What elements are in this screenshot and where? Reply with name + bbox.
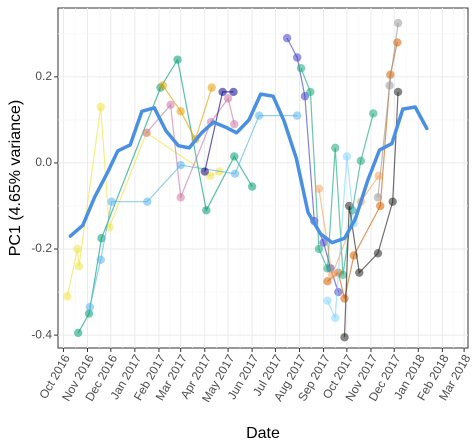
plot-panel	[57, 7, 469, 349]
data-point	[314, 244, 324, 254]
data-point	[369, 109, 378, 118]
data-point	[84, 309, 94, 318]
data-point	[63, 292, 72, 301]
series-6	[200, 87, 238, 176]
data-point	[230, 120, 239, 129]
data-point	[319, 238, 328, 247]
data-point	[373, 193, 383, 202]
data-point	[323, 296, 332, 305]
data-point	[229, 87, 238, 97]
data-point	[247, 182, 257, 191]
data-point	[73, 244, 82, 254]
data-point	[166, 100, 175, 110]
data-point	[73, 328, 83, 338]
data-point	[331, 313, 340, 323]
data-point	[327, 270, 337, 280]
data-point	[176, 193, 185, 202]
data-point	[323, 277, 332, 286]
data-point	[176, 160, 185, 170]
data-point	[230, 169, 240, 178]
data-point	[296, 64, 306, 73]
x-axis-title: Date	[246, 425, 280, 442]
data-series	[63, 18, 403, 342]
data-point	[340, 294, 349, 303]
data-point	[393, 38, 402, 47]
series-5	[158, 81, 216, 144]
y-tick-label: -0.4	[31, 327, 52, 341]
data-point	[230, 152, 239, 161]
data-point	[292, 111, 302, 120]
data-point	[388, 197, 397, 206]
series-13	[323, 152, 359, 323]
data-point	[97, 234, 106, 243]
data-point	[331, 143, 340, 153]
data-point	[355, 268, 364, 277]
trend-line	[68, 92, 429, 245]
data-point	[323, 264, 332, 273]
data-point	[374, 171, 383, 181]
y-tick-label: -0.2	[31, 241, 52, 255]
trend-line-path	[68, 92, 429, 245]
y-axis-ticks: 0.2 0.0 -0.2 -0.4	[31, 69, 58, 341]
series-line	[89, 114, 298, 308]
data-point	[85, 302, 95, 312]
data-point	[376, 201, 385, 211]
data-point	[340, 333, 349, 342]
data-point	[386, 70, 395, 79]
data-point	[314, 184, 324, 193]
data-point	[200, 167, 209, 176]
data-point	[342, 152, 352, 161]
series-4	[142, 94, 239, 202]
data-point	[173, 55, 182, 64]
series-3	[85, 111, 302, 312]
data-point	[202, 206, 211, 215]
data-point	[143, 197, 152, 206]
data-point	[107, 197, 116, 206]
series-line	[326, 156, 355, 319]
y-axis-title: PC1 (4.65% variance)	[7, 100, 24, 257]
data-point	[223, 94, 233, 103]
data-point	[306, 87, 315, 97]
data-point	[393, 87, 403, 97]
data-point	[385, 81, 394, 90]
series-line	[146, 96, 235, 198]
data-point	[282, 33, 292, 43]
data-point	[96, 102, 105, 112]
data-point	[334, 287, 343, 297]
data-point	[292, 53, 302, 62]
series-line	[162, 85, 213, 141]
data-point	[158, 81, 168, 90]
data-point	[373, 249, 383, 258]
data-point	[254, 111, 264, 120]
data-point	[393, 18, 403, 28]
data-point	[356, 156, 366, 165]
data-point	[218, 87, 227, 97]
data-point	[96, 255, 105, 264]
y-tick-label: 0.2	[35, 69, 52, 83]
data-point	[207, 83, 216, 92]
data-point	[176, 107, 185, 116]
y-tick-label: 0.0	[35, 155, 52, 169]
series-12	[373, 18, 403, 202]
data-point	[74, 262, 84, 271]
series-8	[296, 64, 378, 280]
data-point	[142, 128, 151, 138]
